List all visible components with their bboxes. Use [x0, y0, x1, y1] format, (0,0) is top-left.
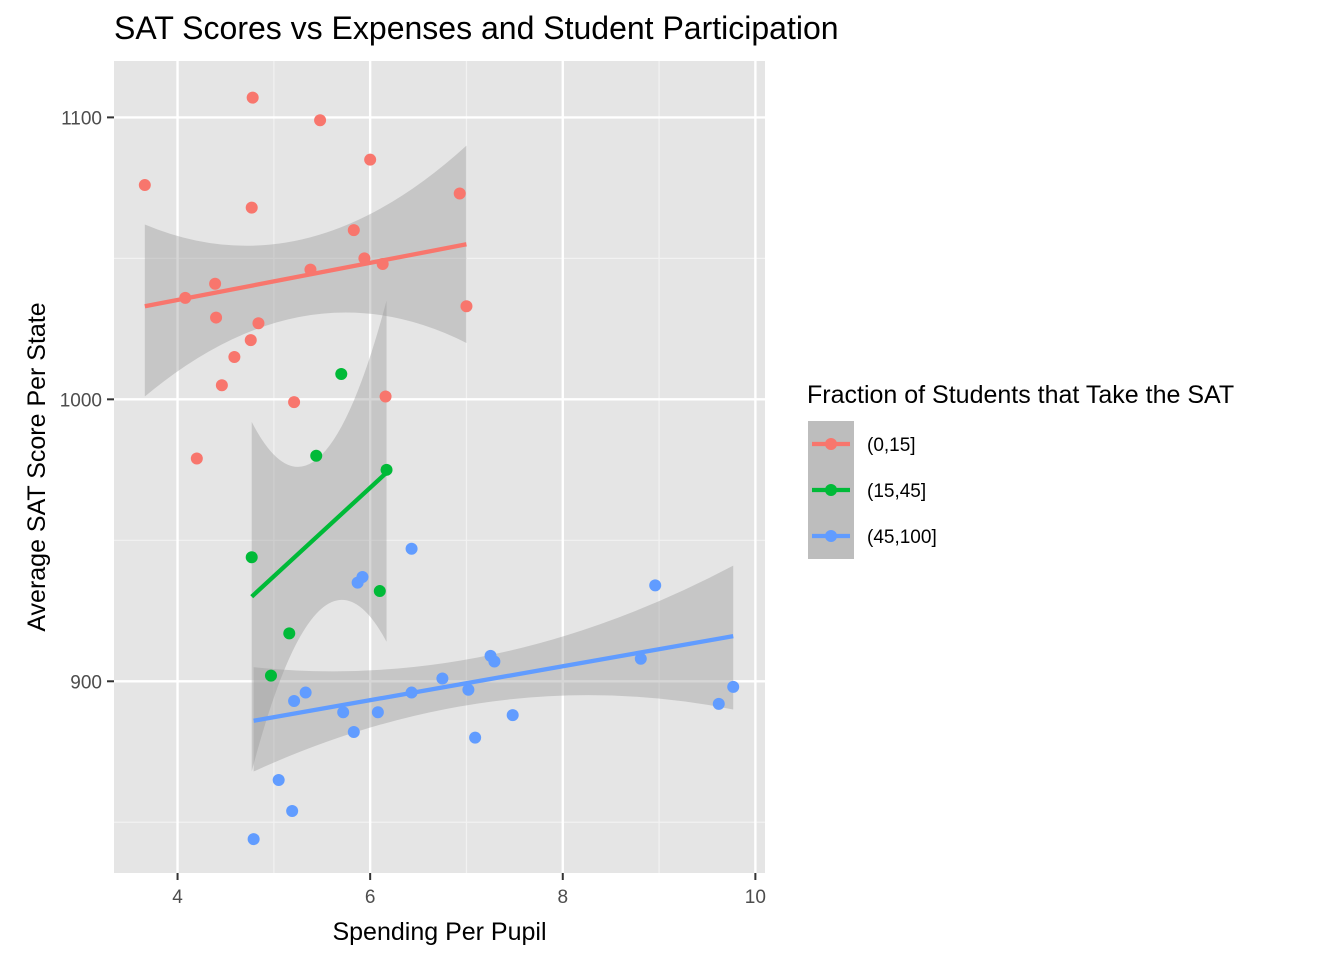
grid-minor	[114, 61, 765, 873]
data-point	[244, 334, 257, 347]
data-point	[209, 277, 222, 290]
data-point	[347, 726, 360, 739]
data-point	[364, 153, 377, 166]
data-point	[460, 300, 473, 313]
data-point	[228, 351, 241, 364]
x-tick-label: 8	[557, 887, 568, 908]
data-point	[272, 773, 285, 786]
x-tick-label: 10	[745, 887, 766, 908]
data-point	[337, 706, 350, 719]
data-point	[649, 579, 662, 592]
data-point	[288, 396, 301, 409]
y-tick-label: 900	[70, 672, 102, 693]
data-point	[283, 627, 296, 640]
legend-label: (0,15]	[867, 435, 916, 456]
data-point	[634, 652, 647, 665]
data-point	[436, 672, 449, 685]
legend-label: (45,100]	[867, 527, 937, 548]
chart-title: SAT Scores vs Expenses and Student Parti…	[114, 10, 839, 46]
y-tick-label: 1000	[60, 390, 102, 411]
confidence-band-(45,100]	[253, 565, 734, 772]
data-point	[286, 804, 299, 817]
data-point	[335, 367, 348, 380]
legend-key-point	[825, 438, 837, 450]
legend-title: Fraction of Students that Take the SAT	[807, 381, 1234, 409]
data-point	[351, 576, 364, 589]
data-points	[138, 91, 740, 846]
data-point	[488, 655, 501, 668]
data-point	[712, 697, 725, 710]
data-point	[371, 706, 384, 719]
x-tick-label: 4	[172, 887, 183, 908]
data-point	[462, 683, 475, 696]
data-point	[138, 179, 151, 192]
fit-line-(0,15]	[144, 242, 467, 309]
data-point	[288, 695, 301, 708]
data-point	[405, 542, 418, 555]
fit-line-(45,100]	[253, 634, 734, 723]
data-point	[246, 91, 259, 104]
legend: Fraction of Students that Take the SAT (…	[807, 381, 1234, 559]
legend-key-point	[825, 530, 837, 542]
data-point	[264, 669, 277, 682]
data-point	[310, 449, 323, 462]
data-point	[190, 452, 203, 465]
y-axis-title: Average SAT Score Per State	[23, 302, 51, 631]
legend-label: (15,45]	[867, 481, 926, 502]
fit-line-(15,45]	[250, 471, 388, 599]
data-point	[245, 201, 258, 214]
plot-panel	[114, 61, 765, 873]
data-point	[453, 187, 466, 200]
x-axis-title: Spending Per Pupil	[332, 918, 546, 946]
fit-lines	[144, 242, 734, 723]
data-point	[245, 551, 258, 564]
data-point	[727, 680, 740, 693]
data-point	[506, 709, 519, 722]
data-point	[314, 114, 327, 127]
data-point	[247, 833, 260, 846]
data-point	[299, 686, 312, 699]
data-point	[252, 317, 265, 330]
legend-key-point	[825, 484, 837, 496]
axes: 4 6 8 10 900 1000 1100	[60, 108, 766, 908]
data-point	[469, 731, 482, 744]
data-point	[379, 390, 392, 403]
data-point	[347, 224, 360, 237]
y-tick-label: 1100	[61, 108, 102, 129]
data-point	[373, 585, 386, 598]
data-point	[215, 379, 228, 392]
x-tick-label: 6	[365, 887, 376, 908]
data-point	[210, 311, 223, 324]
